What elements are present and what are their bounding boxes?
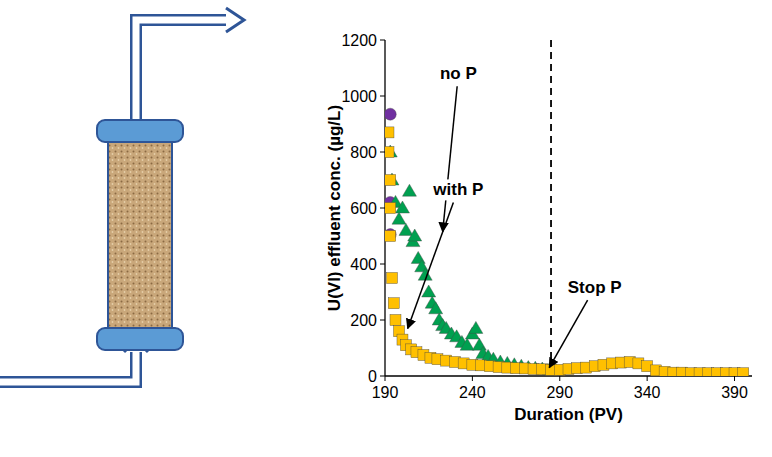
x-tick	[734, 376, 735, 381]
square-point	[390, 315, 401, 326]
y-axis-title: U(VI) effluent conc. (µg/L)	[325, 105, 344, 311]
triangle-point	[385, 173, 399, 185]
circle-point	[385, 108, 396, 120]
triangle-point	[385, 145, 397, 157]
x-tick	[559, 376, 560, 381]
triangle-point	[472, 338, 486, 350]
pipe-inner	[136, 20, 228, 120]
y-tick-label: 1200	[341, 32, 377, 49]
square-point	[388, 298, 399, 309]
reference-line	[550, 40, 552, 376]
y-tick	[380, 376, 385, 377]
x-tick-label: 190	[372, 384, 399, 401]
triangle-point	[460, 338, 474, 350]
annotation-arrow	[408, 202, 454, 328]
annotation-label: no P	[440, 64, 477, 83]
y-tick-label: 400	[350, 256, 377, 273]
annotation-bg	[438, 63, 479, 84]
triangle-point	[422, 285, 436, 297]
annotation-label: Stop P	[568, 278, 622, 297]
y-tick	[380, 264, 385, 265]
y-tick	[380, 208, 385, 209]
pipe-inner	[0, 352, 136, 382]
outlet-arrowhead	[226, 8, 244, 32]
column-diagram	[0, 8, 244, 382]
triangle-point	[469, 321, 483, 333]
triangle-point	[392, 212, 406, 224]
square-point	[385, 147, 394, 158]
y-tick	[380, 152, 385, 153]
x-tick	[385, 376, 386, 381]
x-tick	[472, 376, 473, 381]
annotation-label: with P	[432, 180, 483, 199]
canvas: 0 200 400 600 800 1000 1200 190 240 290 340 390 Dura…	[0, 0, 772, 457]
y-tick-label: 200	[350, 312, 377, 329]
x-axis-title: Duration (PV)	[514, 405, 623, 424]
y-tick-label: 600	[350, 200, 377, 217]
triangle-point	[415, 260, 429, 272]
axes: 0 200 400 600 800 1000 1200 190 240 290 340 390	[341, 32, 752, 401]
triangle-point	[408, 229, 422, 241]
square-point	[385, 203, 396, 214]
square-point	[738, 368, 749, 376]
annotation-bg	[430, 179, 485, 200]
triangle-point	[429, 302, 443, 314]
square-point	[385, 175, 396, 186]
y-tick	[380, 96, 385, 97]
triangle-point	[395, 201, 409, 213]
column-bottom-cap	[97, 328, 183, 350]
column-top-cap	[97, 120, 183, 142]
x-tick-label: 290	[546, 384, 573, 401]
annotations: no P with P Stop P	[408, 63, 624, 367]
series	[385, 127, 749, 376]
pipe-outline	[0, 352, 136, 382]
circle-point	[385, 229, 396, 241]
y-tick-label: 800	[350, 144, 377, 161]
pipe-outline	[136, 20, 228, 120]
annotation-arrow	[549, 300, 587, 367]
triangle-point	[399, 223, 413, 235]
triangle-point	[411, 251, 425, 263]
series	[385, 145, 556, 375]
column-body	[108, 135, 172, 335]
x-tick	[647, 376, 648, 381]
y-tick	[380, 40, 385, 41]
square-point	[385, 127, 394, 138]
square-point	[386, 273, 397, 284]
y-tick-label: 1000	[341, 88, 377, 105]
triangle-point	[402, 184, 416, 196]
square-point	[385, 231, 396, 242]
x-tick-label: 340	[634, 384, 661, 401]
x-tick-label: 390	[721, 384, 748, 401]
plot-area	[385, 40, 749, 376]
y-tick	[380, 320, 385, 321]
x-tick-label: 240	[459, 384, 486, 401]
y-tick-label: 0	[368, 368, 377, 385]
annotation-bg	[566, 277, 624, 298]
